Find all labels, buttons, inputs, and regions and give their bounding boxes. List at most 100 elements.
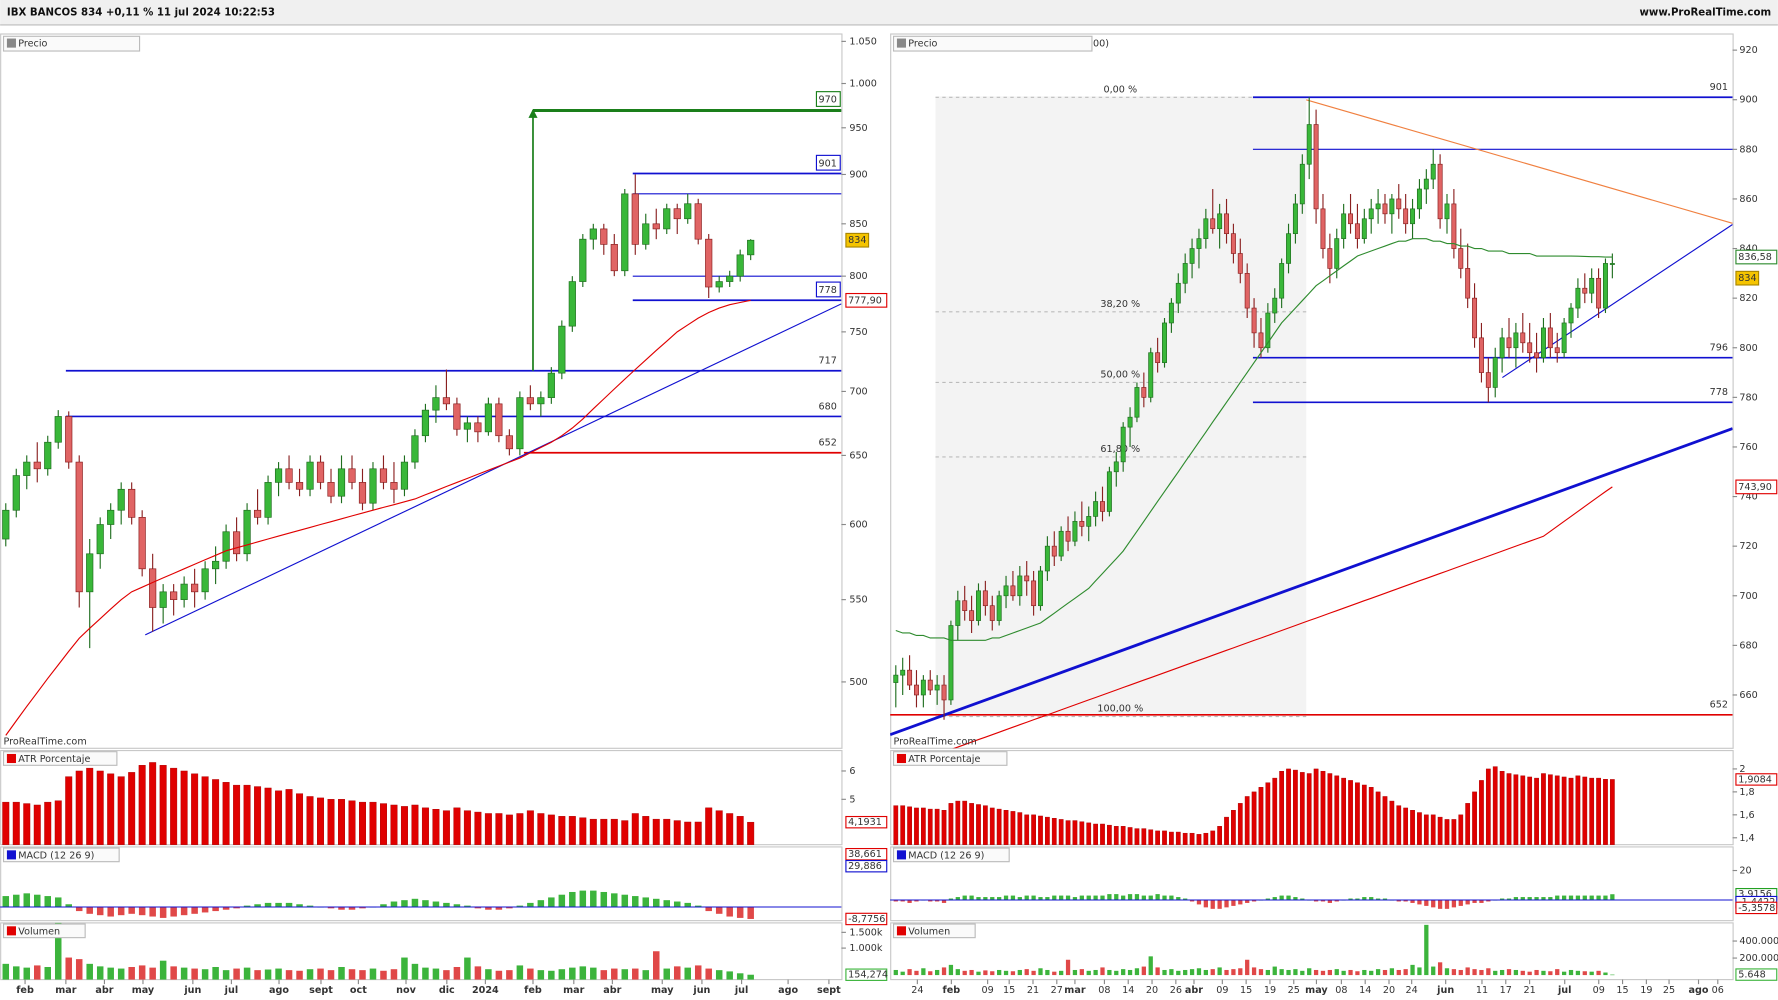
volume-bar <box>422 967 429 980</box>
candle-body <box>1403 208 1409 225</box>
macd-bar <box>1238 900 1243 905</box>
candle-body <box>432 397 440 411</box>
macd-bar <box>96 906 104 916</box>
y-tick-label: 1.500k <box>849 927 883 938</box>
macd-bar <box>1424 900 1429 906</box>
candle-body <box>1341 213 1347 239</box>
atr-bar <box>1148 829 1154 845</box>
candle-body <box>1561 322 1567 354</box>
macd-bar <box>1575 895 1581 901</box>
atr-bar <box>75 770 83 845</box>
price-tag <box>845 232 870 248</box>
x-tick-label: 2024 <box>472 985 499 996</box>
candle-body <box>1478 337 1484 373</box>
y-tick-label: 740 <box>1739 492 1757 503</box>
atr-tag <box>1735 773 1778 786</box>
volume-bar <box>1065 959 1071 976</box>
y-tick-label: 5 <box>849 794 855 805</box>
macd-bar <box>422 900 429 907</box>
candle-body <box>1389 198 1395 215</box>
y-tick-label: 800 <box>849 271 867 282</box>
candle-body <box>547 372 555 398</box>
macd-bar <box>1038 897 1043 900</box>
macd-bar <box>212 906 219 912</box>
atr-bar <box>1237 803 1243 845</box>
sma-tag <box>845 292 888 308</box>
candle-body <box>1010 585 1016 597</box>
macd-bar <box>1300 898 1305 900</box>
y-tick-label: 1,8 <box>1739 787 1754 798</box>
y-tick-label: 400.000 <box>1739 936 1778 947</box>
macd-bar <box>1217 900 1222 909</box>
macd-bar <box>222 906 230 910</box>
candle-body <box>996 595 1002 621</box>
volume-bar <box>921 968 926 976</box>
macd-bar <box>1251 900 1257 902</box>
volume-bar <box>600 970 608 980</box>
volume-bar <box>579 966 587 980</box>
candle-body <box>1299 163 1305 205</box>
atr-bar <box>1479 780 1484 845</box>
volume-bar <box>170 966 177 980</box>
y-tick-label: 600 <box>849 520 867 531</box>
atr-bar <box>927 808 933 845</box>
candle-body <box>1582 287 1588 294</box>
atr-bar <box>2 801 10 845</box>
volume-bar <box>1155 967 1160 976</box>
x-tick-label: 25 <box>1288 985 1300 996</box>
legend-swatch <box>896 850 907 860</box>
macd-bar <box>1093 895 1098 901</box>
candle-body <box>1430 163 1436 180</box>
candle-body <box>516 397 524 450</box>
macd-bar <box>558 894 566 907</box>
atr-bar <box>1541 773 1546 845</box>
candle-body <box>1230 233 1236 254</box>
volume-bar <box>1293 969 1298 976</box>
atr-bar <box>948 803 954 845</box>
atr-bar <box>86 767 94 845</box>
atr-bar <box>516 813 524 845</box>
macd-bar <box>590 890 597 907</box>
volume-bar <box>928 971 933 976</box>
candle-body <box>989 605 995 621</box>
atr-bar <box>327 799 335 845</box>
atr-bar <box>1465 803 1471 845</box>
volume-bar <box>1375 969 1381 976</box>
volume-bar <box>1052 971 1057 976</box>
y-tick-label: 660 <box>1739 690 1757 701</box>
candle-body <box>1313 124 1319 210</box>
sma-tag-label: 743,90 <box>1738 482 1772 493</box>
atr-bar <box>1334 775 1340 845</box>
candle-body <box>295 482 304 490</box>
volume-bar <box>1079 969 1084 976</box>
y-tick-label: 2 <box>1739 764 1745 775</box>
panel-legend-label: MACD (12 26 9) <box>18 850 94 861</box>
site-link[interactable]: www.ProRealTime.com <box>1640 7 1772 18</box>
volume-bar <box>1017 969 1022 976</box>
candle-body <box>1458 248 1464 269</box>
macd-bar <box>1072 897 1078 900</box>
macd-bar <box>1596 895 1601 901</box>
volume-bar <box>632 968 639 980</box>
volume-bar <box>1217 967 1222 976</box>
volume-bar <box>1561 971 1567 976</box>
macd-bar <box>1279 895 1284 901</box>
y-tick-label: 1.050 <box>849 36 877 47</box>
atr-bar <box>642 816 650 845</box>
x-tick-label: may <box>1305 985 1328 996</box>
volume-bar <box>900 971 905 976</box>
candle-body <box>1348 213 1354 225</box>
volume-bar <box>548 970 555 980</box>
volume-bar <box>1141 966 1146 976</box>
volume-bar <box>180 967 188 980</box>
candle-body <box>526 397 534 405</box>
atr-bar <box>212 779 220 845</box>
macd-bar <box>1472 900 1477 903</box>
candle-body <box>1244 273 1250 309</box>
volume-bar <box>233 968 240 980</box>
x-tick-label: 19 <box>1264 985 1276 996</box>
atr-bar <box>610 818 618 845</box>
atr-bar <box>1045 816 1050 845</box>
atr-bar <box>296 793 304 845</box>
macd-bar <box>464 905 471 907</box>
